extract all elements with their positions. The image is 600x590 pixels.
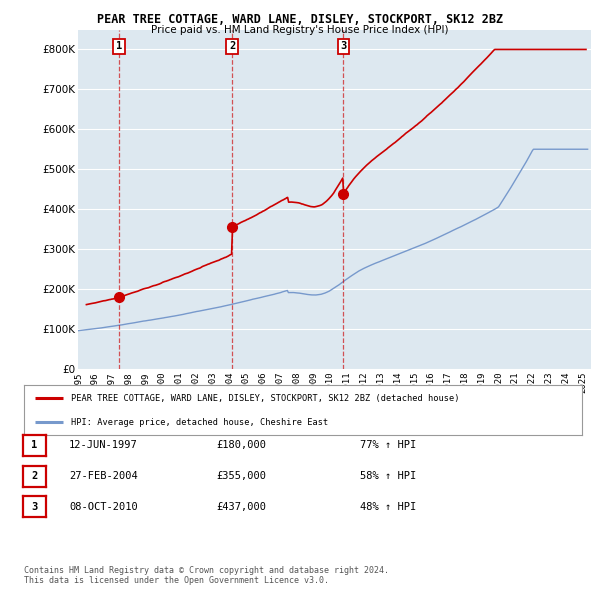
Text: This data is licensed under the Open Government Licence v3.0.: This data is licensed under the Open Gov… xyxy=(24,576,329,585)
Text: 2: 2 xyxy=(31,471,37,481)
Text: 08-OCT-2010: 08-OCT-2010 xyxy=(69,502,138,512)
Text: £355,000: £355,000 xyxy=(216,471,266,481)
Text: 77% ↑ HPI: 77% ↑ HPI xyxy=(360,441,416,450)
Text: Contains HM Land Registry data © Crown copyright and database right 2024.: Contains HM Land Registry data © Crown c… xyxy=(24,566,389,575)
Text: 27-FEB-2004: 27-FEB-2004 xyxy=(69,471,138,481)
Text: 58% ↑ HPI: 58% ↑ HPI xyxy=(360,471,416,481)
Text: 48% ↑ HPI: 48% ↑ HPI xyxy=(360,502,416,512)
Text: 3: 3 xyxy=(31,502,37,512)
Text: HPI: Average price, detached house, Cheshire East: HPI: Average price, detached house, Ches… xyxy=(71,418,329,427)
Text: 12-JUN-1997: 12-JUN-1997 xyxy=(69,441,138,450)
Text: £437,000: £437,000 xyxy=(216,502,266,512)
Text: PEAR TREE COTTAGE, WARD LANE, DISLEY, STOCKPORT, SK12 2BZ: PEAR TREE COTTAGE, WARD LANE, DISLEY, ST… xyxy=(97,13,503,26)
Text: PEAR TREE COTTAGE, WARD LANE, DISLEY, STOCKPORT, SK12 2BZ (detached house): PEAR TREE COTTAGE, WARD LANE, DISLEY, ST… xyxy=(71,394,460,403)
Text: 1: 1 xyxy=(116,41,122,51)
Text: 3: 3 xyxy=(340,41,346,51)
Text: £180,000: £180,000 xyxy=(216,441,266,450)
Text: 2: 2 xyxy=(229,41,235,51)
Text: Price paid vs. HM Land Registry's House Price Index (HPI): Price paid vs. HM Land Registry's House … xyxy=(151,25,449,35)
Text: 1: 1 xyxy=(31,441,37,450)
